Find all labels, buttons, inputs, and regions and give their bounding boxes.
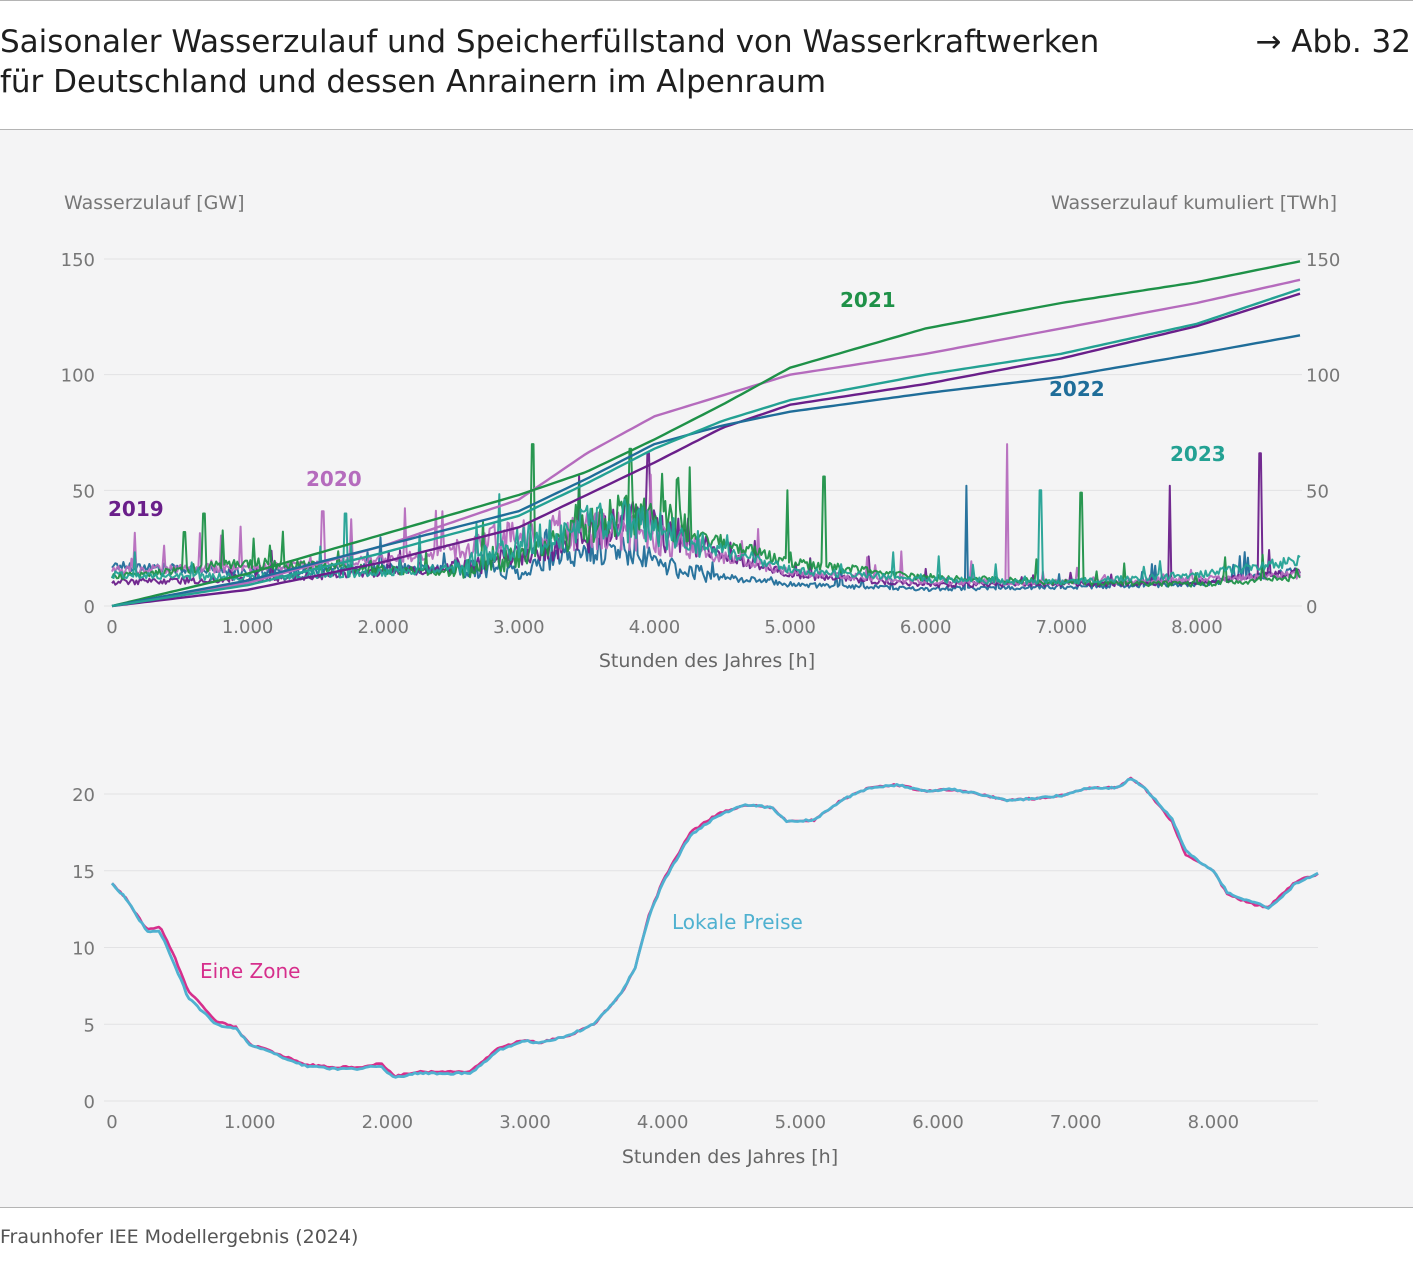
top-x-tick-label: 7.000 [1036, 617, 1088, 638]
top-x-tick-label: 8.000 [1171, 617, 1223, 638]
top-x-axis-title: Stunden des Jahres [h] [599, 650, 815, 672]
series-label-2020: 2020 [306, 467, 362, 491]
hourly-line-2023 [111, 489, 1301, 586]
top-gridlines [104, 258, 1302, 607]
bottom-y-tick-label: 5 [84, 1015, 95, 1036]
bottom-y-tick-label: 20 [72, 785, 95, 806]
bottom-x-tick-label: 4.000 [637, 1112, 689, 1133]
top-x-tick-label: 4.000 [629, 617, 681, 638]
top-left-axis-title: Wasserzulauf [GW] [64, 192, 245, 214]
top-right-axis-title: Wasserzulauf kumuliert [TWh] [1051, 192, 1337, 214]
bottom-x-axis-title: Stunden des Jahres [h] [622, 1146, 838, 1168]
bottom-gridlines [104, 793, 1318, 1102]
bottom-x-tick-label: 1.000 [224, 1112, 276, 1133]
cumulative-line-2020 [111, 278, 1301, 608]
bottom-axis-ticks: 0 5 10 15 20 0 1.000 2.000 3.000 4.000 5.000 6.000 7… [72, 785, 1239, 1133]
storage-line-lokale-preise [110, 777, 1319, 1079]
top-left-tick-label: 100 [61, 366, 95, 387]
cumulative-line-2019 [111, 292, 1301, 608]
series-label-2023: 2023 [1170, 442, 1226, 466]
cumulative-line-2022 [111, 334, 1301, 608]
top-x-tick-label: 1.000 [222, 617, 274, 638]
title-line-2: für Deutschland und dessen Anrainern im … [0, 64, 827, 100]
top-x-tick-label: 5.000 [764, 617, 816, 638]
label-eine-zone: Eine Zone [200, 959, 300, 983]
footer-rule [0, 1207, 1413, 1208]
source-note: Fraunhofer IEE Modellergebnis (2024) [0, 1226, 359, 1248]
bottom-x-tick-label: 0 [106, 1112, 117, 1133]
bottom-x-tick-label: 2.000 [362, 1112, 414, 1133]
bottom-y-tick-label: 10 [72, 939, 95, 960]
series-label-2022: 2022 [1049, 377, 1105, 401]
bottom-y-tick-label: 0 [84, 1092, 95, 1113]
series-label-2021: 2021 [840, 288, 896, 312]
speicher-chart: 0 5 10 15 20 0 1.000 2.000 3.000 4.000 5.000 6.000 7… [72, 776, 1319, 1168]
bottom-x-tick-label: 5.000 [775, 1112, 827, 1133]
top-right-tick-label: 150 [1306, 250, 1340, 271]
cumulative-series [111, 260, 1301, 608]
title-line-1: Saisonaler Wasserzulauf und Speicherfüll… [0, 24, 1100, 60]
top-x-tick-label: 6.000 [900, 617, 952, 638]
bottom-x-tick-label: 7.000 [1050, 1112, 1102, 1133]
header-rule [0, 129, 1413, 130]
bottom-x-tick-label: 8.000 [1188, 1112, 1240, 1133]
series-label-2019: 2019 [108, 497, 164, 521]
wasserzulauf-chart: Wasserzulauf [GW] Wasserzulauf kumuliert… [61, 192, 1341, 672]
top-left-tick-label: 50 [72, 481, 95, 502]
cumulative-line-2021 [111, 260, 1301, 608]
cumulative-line-2023 [111, 287, 1301, 608]
top-right-tick-label: 100 [1306, 366, 1340, 387]
hourly-line-2021 [111, 443, 1301, 588]
top-right-tick-label: 50 [1306, 481, 1329, 502]
top-right-tick-label: 0 [1306, 597, 1317, 618]
top-x-tick-label: 0 [106, 617, 117, 638]
top-rule [0, 0, 1413, 1]
top-x-tick-label: 2.000 [357, 617, 409, 638]
page-title: Saisonaler Wasserzulauf und Speicherfüll… [0, 22, 1099, 102]
bottom-x-tick-label: 3.000 [499, 1112, 551, 1133]
hourly-line-2020 [111, 443, 1301, 586]
figure-reference[interactable]: → Abb. 32 [1255, 24, 1411, 60]
label-lokale-preise: Lokale Preise [672, 910, 803, 934]
top-left-tick-label: 0 [84, 597, 95, 618]
bottom-y-tick-label: 15 [72, 862, 95, 883]
top-left-tick-label: 150 [61, 250, 95, 271]
bottom-series [110, 776, 1319, 1079]
bottom-x-tick-label: 6.000 [912, 1112, 964, 1133]
top-x-tick-label: 3.000 [493, 617, 545, 638]
